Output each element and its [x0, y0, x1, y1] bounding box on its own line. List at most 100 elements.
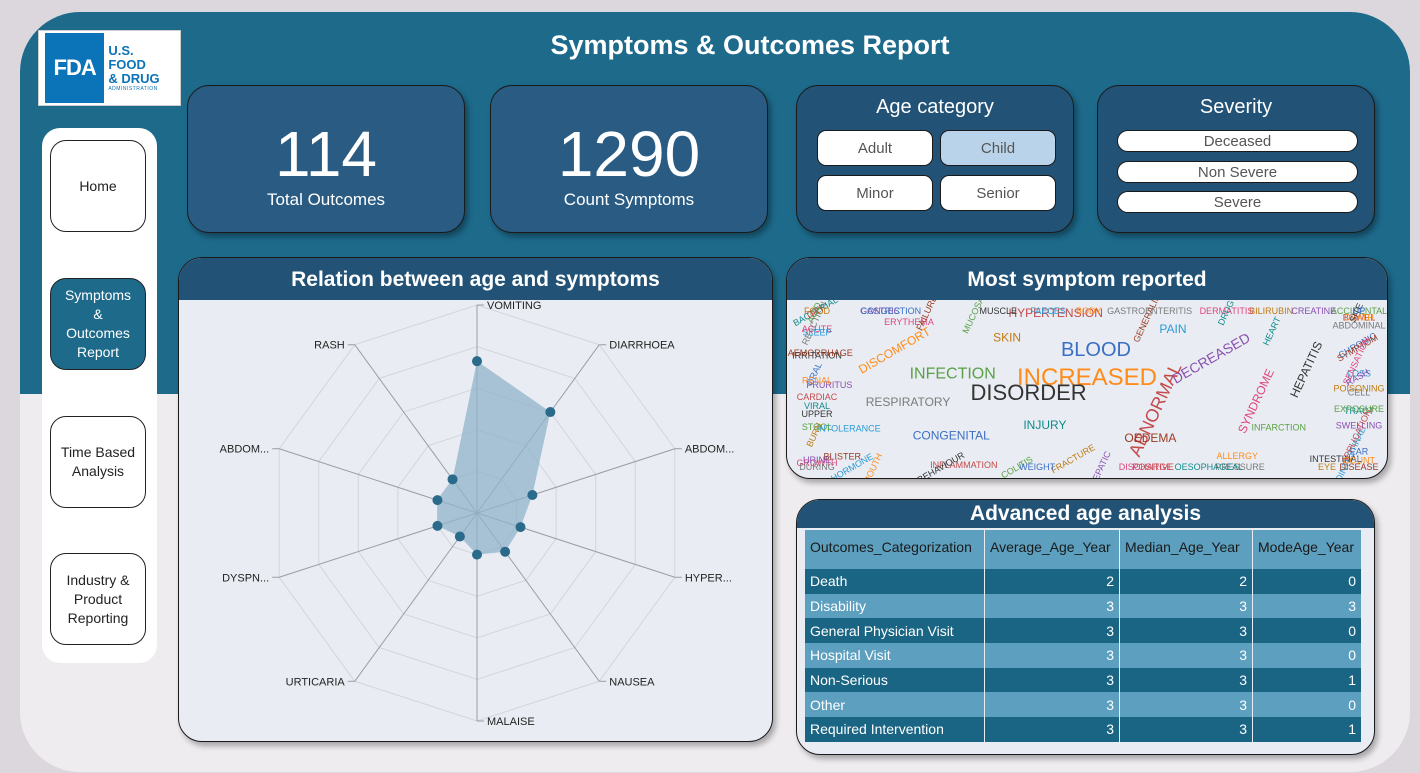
- word-cloud-word: EXPOSURE: [1334, 404, 1384, 414]
- wordcloud-title: Most symptom reported: [787, 258, 1387, 300]
- nav-industry-product-button[interactable]: Industry & Product Reporting: [50, 553, 146, 645]
- word-cloud-word: INJURY: [1023, 418, 1066, 432]
- word-cloud-word: STOOL: [802, 422, 832, 432]
- word-cloud-word: SKIN: [993, 331, 1021, 345]
- word-cloud-word: DEATH: [1344, 312, 1374, 322]
- column-header[interactable]: ModeAge_Year: [1252, 530, 1361, 564]
- radar-axis-label: NAUSEA: [609, 676, 655, 688]
- word-cloud-word: BLISTER: [824, 452, 862, 462]
- age-option-minor[interactable]: Minor: [817, 175, 933, 211]
- column-header[interactable]: Average_Age_Year: [984, 530, 1120, 564]
- table-cell: 3: [984, 717, 1120, 742]
- table-cell: Required Intervention: [804, 717, 985, 742]
- severity-option-deceased[interactable]: Deceased: [1117, 130, 1358, 152]
- word-cloud-word: PRURITUS: [806, 380, 852, 390]
- severity-option-non-severe[interactable]: Non Severe: [1117, 161, 1358, 183]
- table-row: Other 3 3 0: [804, 692, 1361, 718]
- word-cloud-word: GASTROENTERITIS: [1107, 306, 1192, 316]
- table-cell: 2: [1119, 569, 1253, 594]
- table-cell: 1: [1252, 667, 1361, 693]
- word-cloud-word: UPPER: [801, 409, 833, 419]
- word-cloud-word: DISCHARGE: [1119, 462, 1173, 472]
- word-cloud-word: RESPIRATORY: [866, 395, 951, 409]
- word-cloud-word: TRACT: [1344, 406, 1374, 416]
- word-cloud-word: SLEEP: [802, 328, 831, 338]
- word-cloud-word: WEIGHT: [1019, 462, 1055, 472]
- column-header[interactable]: Outcomes_Categorization: [804, 530, 985, 564]
- radar-axis-line: [354, 512, 478, 682]
- word-cloud-word: HEPATITIS: [1287, 339, 1325, 400]
- nav-time-based-button[interactable]: Time Based Analysis: [50, 416, 146, 508]
- table-cell: 3: [984, 692, 1120, 718]
- radar-axis-label: RASH: [314, 340, 345, 352]
- wordcloud-card: Most symptom reported INCREASED DISORDER B…: [786, 257, 1388, 479]
- table-cell: 0: [1252, 692, 1361, 718]
- radar-card: Relation between age and symptoms VOMITI…: [178, 257, 773, 742]
- table-cell: Hospital Visit: [804, 643, 985, 668]
- radar-axis-label: VOMITING: [487, 300, 541, 312]
- fda-logo-text: U.S. FOOD & DRUG ADMINISTRATION: [108, 42, 160, 92]
- radar-axis-label: URTICARIA: [286, 676, 346, 688]
- kpi-count-symptoms-label: Count Symptoms: [563, 190, 695, 209]
- table-cell: Non-Serious: [804, 667, 985, 693]
- word-cloud-word: ERYTHEMA: [884, 317, 934, 327]
- column-header[interactable]: Median_Age_Year: [1119, 530, 1253, 564]
- radar-data-point: [454, 531, 465, 542]
- radar-data-point: [432, 520, 443, 531]
- age-option-child[interactable]: Child: [940, 130, 1056, 166]
- radar-data-point: [447, 474, 458, 485]
- table-row: Non-Serious 3 3 1: [804, 667, 1361, 693]
- word-cloud-word: OEDEMA: [1124, 431, 1176, 445]
- kpi-count-symptoms: 1290 Count Symptoms: [490, 85, 768, 233]
- word-cloud-word: DISEASE: [1339, 462, 1378, 472]
- word-cloud-word: VIRAL: [804, 401, 830, 411]
- table-row: Disability 3 3 3: [804, 593, 1361, 619]
- word-cloud-word: INTESTINAL: [1310, 454, 1362, 464]
- word-cloud-word: INFECTION: [910, 365, 996, 382]
- word-cloud-word: HAEMORRHAGE: [787, 348, 853, 358]
- age-option-adult[interactable]: Adult: [817, 130, 933, 166]
- table-cell: Disability: [804, 593, 985, 619]
- table-cell: Death: [804, 569, 985, 594]
- age-option-senior[interactable]: Senior: [940, 175, 1056, 211]
- kpi-count-symptoms-value: 1290: [557, 118, 701, 190]
- word-cloud-word: CARDIAC: [797, 392, 838, 402]
- nav-symptoms-outcomes-button[interactable]: Symptoms & Outcomes Report: [50, 278, 146, 370]
- table-header-row: Outcomes_Categorization Average_Age_Year…: [804, 530, 1361, 564]
- radar-axis-label: HYPER...: [685, 572, 732, 584]
- word-cloud-word: SWELLING: [1336, 420, 1383, 430]
- word-cloud-word: FRACTURE: [1049, 442, 1096, 475]
- radar-data-point: [472, 549, 482, 560]
- word-cloud-word: INCREASED: [1017, 364, 1157, 391]
- word-cloud-word: ALLERGY: [1217, 451, 1259, 461]
- word-cloud-word: FOOD: [804, 306, 830, 316]
- table-cell: 0: [1252, 569, 1361, 594]
- word-cloud-word: FAECES: [1030, 306, 1066, 316]
- word-cloud-word: RENAL: [802, 376, 832, 386]
- table-cell: 3: [1252, 593, 1361, 619]
- word-cloud-word: COUNT: [1343, 455, 1375, 465]
- word-cloud-word: ACCIDENTAL: [1331, 306, 1387, 316]
- word-cloud-word: ACUTE: [802, 324, 833, 334]
- table-cell: 3: [984, 643, 1120, 668]
- table-row: Required Intervention 3 3 1: [804, 717, 1361, 742]
- radar-axis-label: ABDOM...: [220, 444, 270, 456]
- word-cloud-word: CONGENITAL: [913, 428, 990, 442]
- nav-sidebar: Home Symptoms & Outcomes Report Time Bas…: [42, 128, 157, 663]
- table-cell: 3: [984, 667, 1120, 693]
- word-cloud-word: CREATINE: [1291, 306, 1336, 316]
- radar-data-point: [515, 522, 526, 533]
- word-cloud-word: OESOPHAGEAL: [1175, 462, 1244, 472]
- word-cloud-word: BILIRUBIN: [1249, 306, 1293, 316]
- age-analysis-card: Advanced age analysis Outcomes_Categoriz…: [796, 499, 1375, 755]
- severity-option-severe[interactable]: Severe: [1117, 191, 1358, 213]
- table-cell: 3: [1119, 667, 1253, 693]
- word-cloud-word: EYE: [1318, 462, 1336, 472]
- table-cell: General Physician Visit: [804, 618, 985, 644]
- word-cloud-word: POISONING: [1333, 383, 1384, 393]
- age-analysis-title: Advanced age analysis: [797, 500, 1374, 528]
- radar-data-point: [545, 407, 556, 418]
- word-cloud-word: CONGESTION: [861, 306, 922, 316]
- nav-home-button[interactable]: Home: [50, 140, 146, 232]
